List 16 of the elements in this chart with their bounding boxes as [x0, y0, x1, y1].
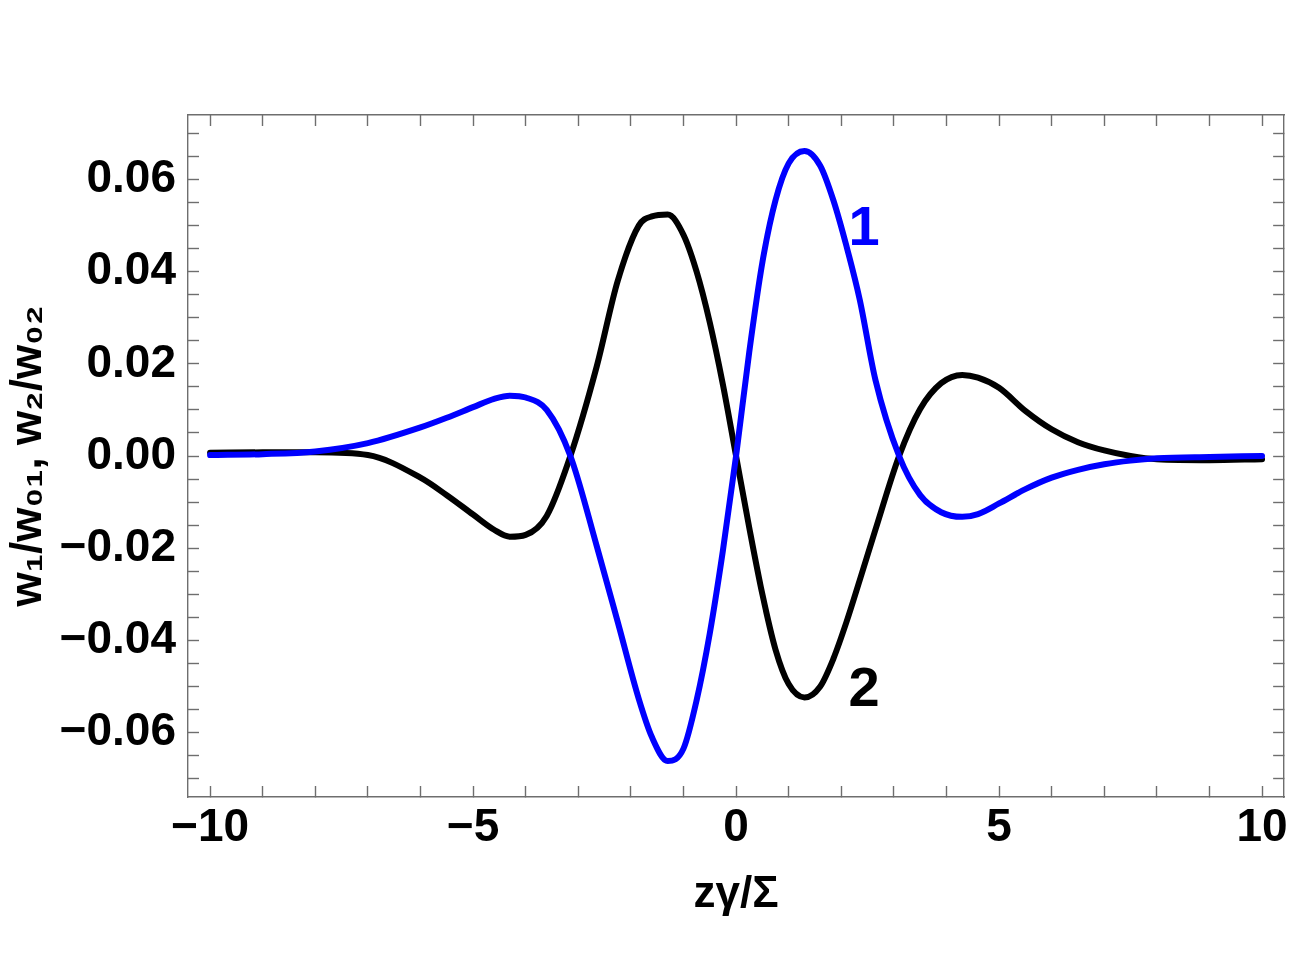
- x-tick-label: −10: [171, 799, 250, 852]
- y-tick-label: −0.06: [59, 703, 176, 756]
- x-tick-label: 0: [723, 799, 749, 852]
- y-tick-label: 0.04: [86, 242, 177, 295]
- y-tick-label: 0.06: [86, 150, 176, 203]
- y-tick-label: −0.04: [59, 611, 177, 664]
- series-label: 2: [848, 655, 880, 719]
- series-label: 1: [848, 193, 880, 257]
- y-axis-title: w₁/w₀₁, w₂/w₀₂: [0, 305, 50, 608]
- y-tick-label: 0.02: [86, 334, 176, 387]
- x-tick-label: −5: [446, 799, 500, 852]
- y-tick-label: −0.02: [59, 518, 176, 571]
- x-tick-label: 5: [986, 799, 1012, 852]
- x-axis-title: zγ/Σ: [693, 866, 779, 916]
- x-tick-label: 10: [1236, 799, 1288, 852]
- y-tick-label: 0.00: [86, 426, 176, 479]
